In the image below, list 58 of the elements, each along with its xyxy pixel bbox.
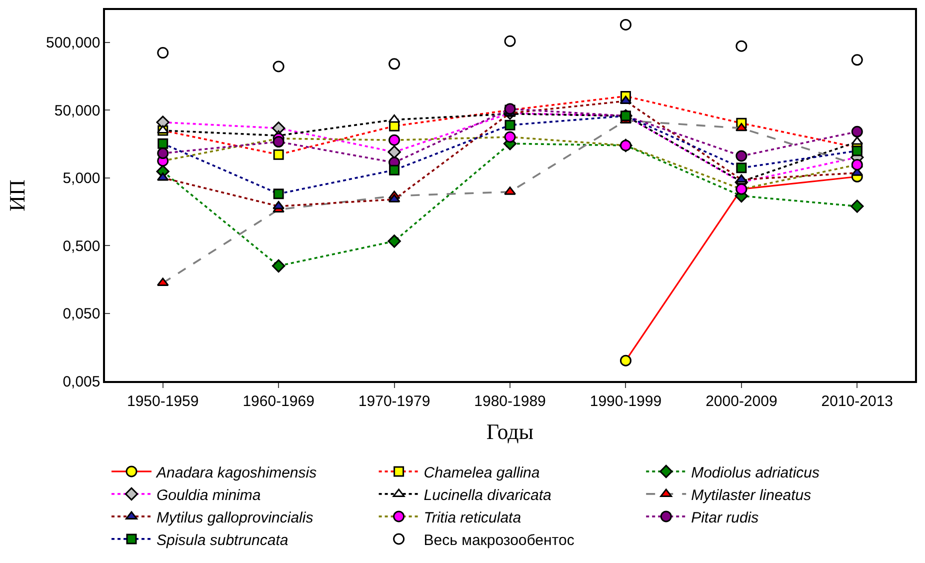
point (504, 35, 516, 47)
point (735, 122, 748, 132)
y-tick-label: 5,000 (62, 170, 100, 188)
point (736, 40, 748, 52)
x-tick-label: 2010-2013 (821, 392, 894, 410)
point (156, 116, 170, 129)
point (736, 162, 747, 174)
legend-label: Modiolus adriaticus (691, 464, 820, 482)
legend-label: Tritia reticulata (424, 509, 522, 526)
legend-label: Pitar rudis (691, 509, 760, 526)
y-axis-title: ИП (4, 180, 30, 212)
legend-label: Chamelea gallina (424, 464, 540, 482)
legend-label: Mytilaster lineatus (691, 486, 812, 504)
point (389, 164, 400, 176)
x-tick-label: 1990-1999 (590, 392, 662, 410)
x-axis-title: Годы (486, 419, 534, 444)
point (851, 54, 863, 66)
x-tick-label: 1960-1969 (242, 392, 314, 410)
legend-label: Spisula subtruncata (156, 532, 288, 549)
point (620, 354, 632, 366)
point (388, 145, 401, 159)
point (157, 148, 169, 160)
y-tick-label: 0,050 (62, 306, 100, 323)
legend-label: Весь макрозообентос (424, 532, 575, 549)
x-tick-label: 1980-1989 (474, 392, 546, 410)
point (620, 18, 632, 30)
point (272, 122, 286, 135)
point (851, 158, 863, 170)
point (388, 58, 400, 70)
legend-label: Lucinella divaricata (424, 486, 552, 504)
legend-label: Mytilus galloprovincialis (156, 509, 314, 526)
point (272, 259, 286, 273)
y-tick-label: 50,000 (54, 102, 100, 120)
legend-label: Anadara kagoshimensis (156, 464, 318, 482)
y-tick-label: 0,005 (62, 373, 100, 390)
point (157, 47, 169, 59)
point (850, 200, 864, 213)
point (851, 126, 863, 138)
y-tick-label: 0,500 (62, 238, 100, 255)
x-tick-label: 2000-2009 (706, 392, 778, 410)
y-tick-label: 500,000 (46, 34, 100, 52)
point (852, 146, 862, 156)
point (158, 138, 168, 149)
point (504, 186, 516, 195)
point (388, 234, 401, 248)
point (620, 96, 632, 104)
point (388, 134, 400, 146)
legend-label: Gouldia minima (156, 486, 261, 504)
point (273, 188, 284, 200)
x-tick-label: 1970-1979 (358, 392, 430, 410)
point (273, 149, 284, 160)
point (388, 114, 400, 123)
x-tick-label: 1950-1959 (126, 392, 199, 410)
point (272, 136, 284, 148)
point (736, 150, 748, 162)
point (272, 60, 284, 72)
point (504, 131, 516, 143)
point (504, 120, 516, 130)
